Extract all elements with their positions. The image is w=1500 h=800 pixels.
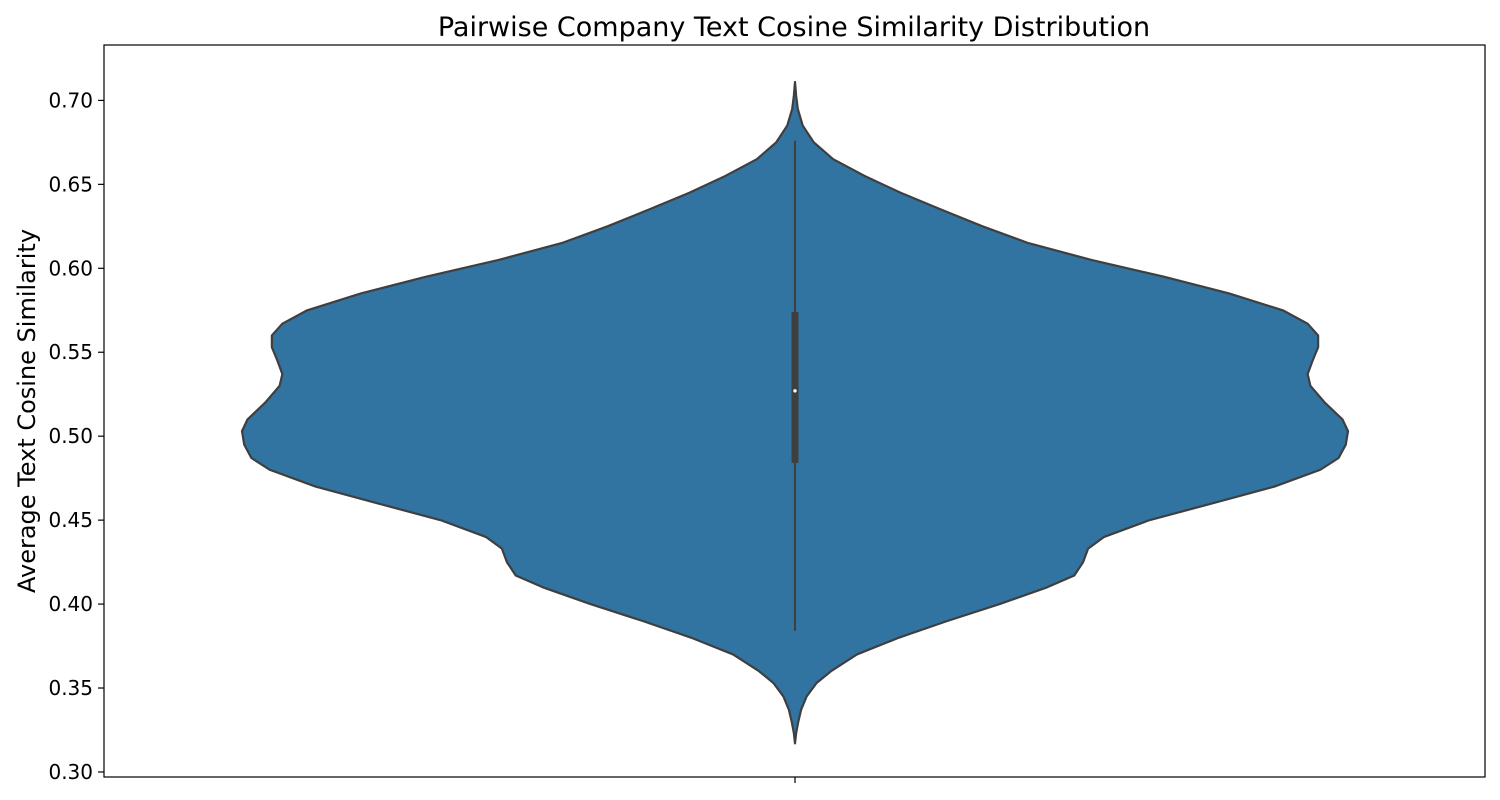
y-tick-label: 0.40 <box>48 592 93 616</box>
y-tick-label: 0.55 <box>48 340 93 364</box>
y-tick-label: 0.65 <box>48 172 93 196</box>
y-tick-label: 0.70 <box>48 88 93 112</box>
y-tick-label: 0.50 <box>48 424 93 448</box>
y-axis-label: Average Text Cosine Similarity <box>13 229 41 593</box>
violin-iqr-box <box>791 311 799 464</box>
violin-median-point <box>793 389 797 393</box>
y-tick-label: 0.30 <box>48 760 93 784</box>
y-tick-label: 0.60 <box>48 256 93 280</box>
y-tick-label: 0.35 <box>48 676 93 700</box>
y-tick-label: 0.45 <box>48 508 93 532</box>
plot-area: 0.30 0.35 0.40 0.45 0.50 0.55 0.60 0.65 0.70 <box>48 44 1486 784</box>
chart-title: Pairwise Company Text Cosine Similarity … <box>438 12 1150 43</box>
